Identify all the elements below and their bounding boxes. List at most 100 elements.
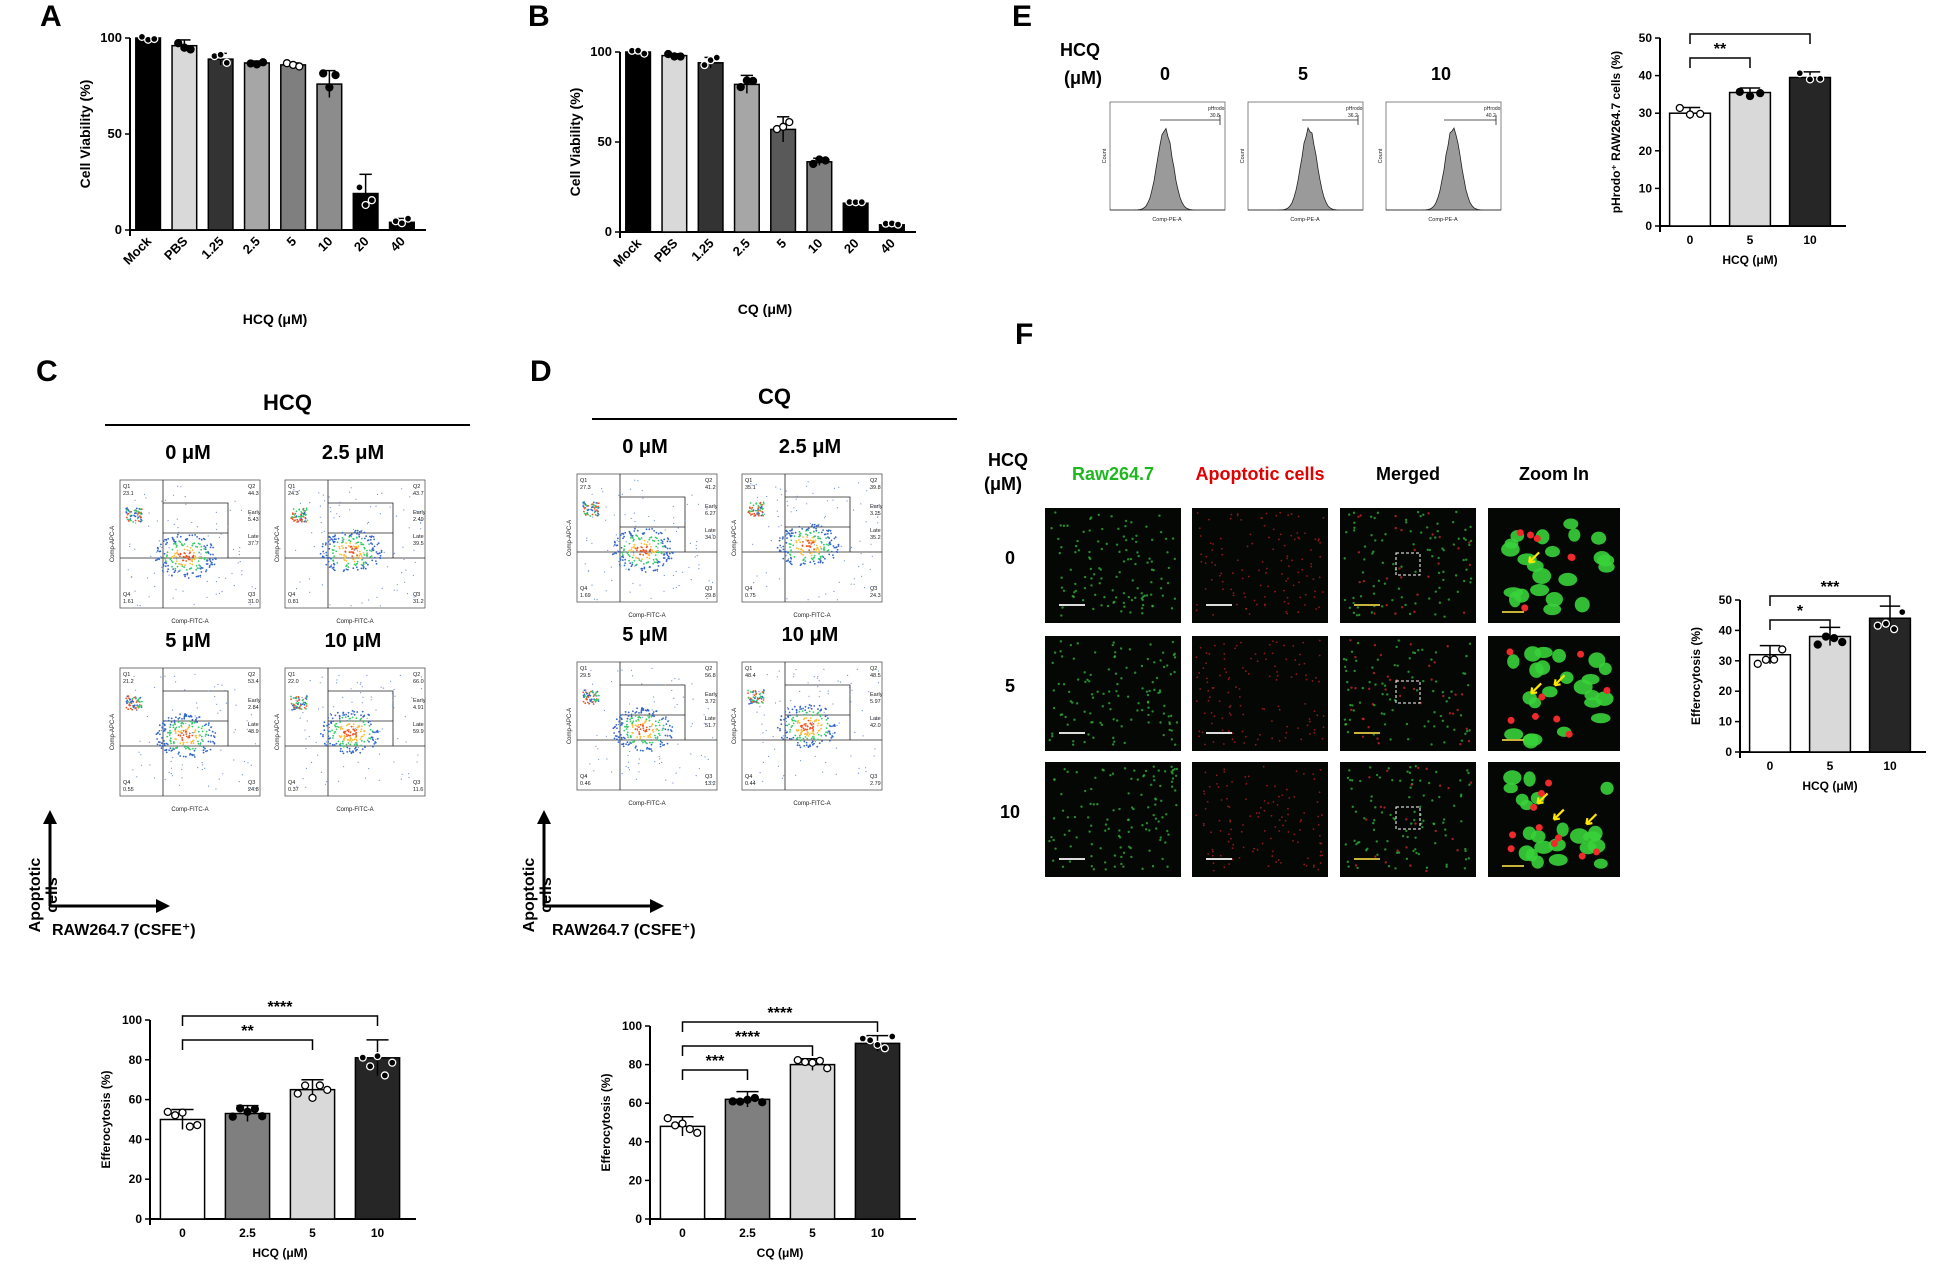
micro-cell <box>1231 738 1234 741</box>
micro-cell <box>1468 543 1471 547</box>
micro-cell <box>1451 712 1455 715</box>
micro-cell <box>1298 581 1300 584</box>
micro-cell <box>1435 770 1438 774</box>
micro-cell <box>1384 533 1387 536</box>
chart-c-data-point <box>388 1058 397 1067</box>
micro-cell <box>1389 813 1392 817</box>
micro-cell <box>1255 812 1258 814</box>
micro-cell <box>1371 552 1374 555</box>
flow-early-value: 6.27 <box>705 511 716 517</box>
hist-curve <box>1248 126 1363 211</box>
micro-cell <box>1395 645 1398 649</box>
micro-cell <box>1125 548 1128 552</box>
micro-cell <box>1083 710 1086 713</box>
micro-cell <box>1170 780 1174 783</box>
chart-c-significance-label: ** <box>241 1023 254 1040</box>
micro-cell <box>1351 779 1354 782</box>
micro-cell <box>1195 814 1198 817</box>
micro-cell <box>1545 546 1560 558</box>
micro-image-r2-c0 <box>1045 762 1181 877</box>
flow-q4-label: Q4 <box>580 774 587 780</box>
micro-cell <box>1118 550 1121 554</box>
micro-cell <box>1060 545 1063 549</box>
chart-c-y-tick-label: 80 <box>129 1053 143 1067</box>
chart-d-x-tick-label: 5 <box>809 1226 816 1240</box>
chart-f-data-point <box>1881 619 1891 628</box>
micro-cell <box>1089 673 1092 677</box>
micro-apoptotic-cell <box>1521 604 1529 612</box>
micro-cell <box>1347 865 1350 868</box>
chart-d-data-point <box>750 1093 760 1103</box>
hist-gate-value: 40.2 <box>1486 113 1496 119</box>
flow-q4-label: Q4 <box>123 592 130 598</box>
micro-cell <box>1379 805 1383 809</box>
micro-cell <box>1122 591 1126 595</box>
micro-cell <box>1247 575 1250 578</box>
micro-cell <box>1256 738 1259 741</box>
micro-cell <box>1154 803 1157 806</box>
micro-cell <box>1315 676 1317 679</box>
micro-cell <box>1166 865 1169 868</box>
micro-cell <box>1388 678 1392 682</box>
micro-cell <box>1354 810 1358 813</box>
micro-cell <box>1053 651 1057 654</box>
micro-cell <box>1370 611 1374 614</box>
micro-cell <box>1369 766 1372 769</box>
micro-cell <box>1442 821 1445 824</box>
micro-cell <box>1372 821 1375 825</box>
micro-cell <box>1349 703 1352 707</box>
micro-cell <box>1408 612 1412 616</box>
chart-a-data-point <box>325 83 334 92</box>
micro-cell <box>1100 547 1104 551</box>
micro-cell <box>1169 673 1173 676</box>
micro-cell <box>1111 643 1114 647</box>
micro-cell <box>1276 674 1279 677</box>
micro-cell <box>1171 777 1175 780</box>
micro-cell <box>1415 689 1419 692</box>
micro-cell <box>1272 850 1274 853</box>
micro-cell <box>1175 767 1179 771</box>
micro-cell <box>1098 582 1101 585</box>
micro-cell <box>1236 514 1239 517</box>
micro-cell <box>1069 568 1072 571</box>
micro-cell <box>1231 780 1233 783</box>
chart-f-bar <box>1808 635 1852 753</box>
micro-cell <box>1173 743 1177 746</box>
micro-cell <box>1346 730 1350 734</box>
flowD-conc-0: 0 μM <box>622 436 668 458</box>
micro-cell <box>1469 539 1473 543</box>
flow-x-axis-label: Comp-FITC-A <box>336 619 373 625</box>
micro-cell <box>1052 706 1056 710</box>
micro-cell <box>1152 765 1155 768</box>
micro-cell <box>1292 644 1295 647</box>
micro-cell <box>1148 689 1151 693</box>
micro-cell <box>1088 680 1091 683</box>
micro-cell <box>1073 591 1076 594</box>
chart-a-x-tick-label: 5 <box>284 234 300 250</box>
micro-cell <box>1464 538 1467 541</box>
micro-cell <box>1406 738 1410 741</box>
micro-cell <box>1457 537 1460 540</box>
chart-f-significance-bracket <box>1769 595 1891 606</box>
micro-cell <box>1400 576 1403 579</box>
micro-cell <box>1241 569 1244 572</box>
chart-d-data-point <box>678 1119 687 1128</box>
chart-a-x-tick-label: 20 <box>351 234 372 255</box>
flow-plot-frame <box>741 661 883 791</box>
micro-cell <box>1258 569 1260 572</box>
chart-d-data-point <box>880 1044 890 1053</box>
micro-cell <box>1250 657 1252 660</box>
micro-cell <box>1253 599 1256 602</box>
panel-label-a: A <box>40 0 62 33</box>
hist-gate-value: 30.8 <box>1210 113 1220 119</box>
micro-cell <box>1259 584 1262 587</box>
micro-cell <box>1060 614 1063 617</box>
micro-cell <box>1421 648 1424 651</box>
micro-cell <box>1051 661 1054 665</box>
micro-cell <box>1120 725 1123 728</box>
flow-early-label: Early <box>705 692 718 698</box>
micro-cell <box>1265 512 1268 515</box>
micro-cell <box>1231 732 1234 735</box>
micro-cell <box>1050 527 1053 530</box>
micro-cell <box>1319 541 1321 544</box>
